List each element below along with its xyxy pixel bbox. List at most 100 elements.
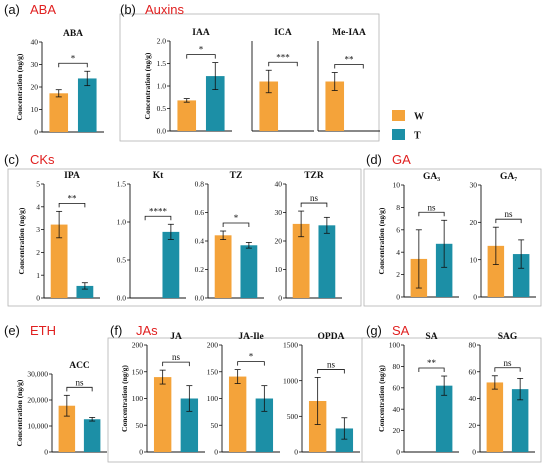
bar-W [259,81,279,131]
y-tick-label: 1 [36,271,40,280]
chart-title: GA₇ [500,172,517,182]
y-axis-label: Concentration (ng/g) [377,365,386,432]
y-tick-label: 6 [396,225,400,234]
y-tick-label: 10 [470,255,478,264]
significance-bracket [300,202,328,208]
chart-title: TZ [230,171,243,181]
bar-W [49,93,69,132]
chart-ipa: IPA 0 1 2 3 4 5 Concentration (ng/g) ** [17,171,100,303]
significance-label: ns [327,359,336,369]
y-tick-label: 0.6 [195,208,205,217]
significance-label: ** [427,358,437,368]
bar-W [153,377,172,452]
y-tick-label: 200 [207,341,219,350]
y-tick-label: 0 [473,293,477,302]
chart-iaa: IAA 0.0 0.5 1.0 1.5 2.0 Concentration (ng/g) * [143,28,232,136]
y-tick-label: 0 [396,448,400,457]
chart-title: TZR [304,171,324,181]
significance-bracket [58,62,88,68]
y-tick-label: 1.5 [117,180,127,189]
significance-label: ns [172,352,181,362]
significance-label: ns [503,358,512,368]
significance-label: ns [75,377,84,387]
significance-bracket [186,54,216,59]
legend-label-W: W [414,112,424,123]
y-tick-label: 60 [393,383,401,392]
bar-W [292,223,310,298]
y-tick-label: 0.0 [157,127,167,136]
panel-label-f: (f) [110,323,122,338]
y-tick-label: 40 [393,405,401,414]
y-tick-label: 0 [472,448,476,457]
chart-me-iaa: Me-IAA ** [317,28,380,132]
y-tick-label: 30 [275,208,283,217]
significance-bracket [144,215,172,221]
y-tick-label: 40 [31,38,39,47]
bar-W [487,245,505,297]
y-tick-label: 0.4 [195,237,205,246]
panel-label-g: (g) [366,323,382,338]
bar-T [162,231,180,298]
bar-W [228,376,247,452]
chart-title: ABA [63,29,83,39]
y-tick-label: 80 [393,362,401,371]
y-tick-label: 30 [470,181,478,190]
significance-bracket [495,218,522,224]
chart-title: Kt [153,171,164,181]
panel-label-e: (e) [4,323,20,338]
chart-title: ICA [274,28,292,38]
bar-T [435,243,453,297]
significance-bracket [418,211,445,217]
legend-swatch-W [392,110,405,121]
chart-title: GA₃ [423,172,440,182]
y-tick-label: 500 [287,412,299,421]
legend-label-T: T [414,131,421,142]
y-tick-label: 4 [36,202,40,211]
significance-bracket [334,64,364,69]
y-axis-label: Concentration (ng/g) [377,207,386,274]
y-tick-label: 5 [36,180,40,189]
chart-title: ACC [69,361,90,371]
bar-T [83,419,101,452]
y-tick-label: 0 [396,293,400,302]
y-tick-label: 1.0 [117,218,127,227]
chart-title: IPA [64,171,80,181]
y-tick-label: 10 [393,181,401,190]
chart-ga-: GA₃ 0 2 4 6 8 10 Concentration (ng/g) ns [377,172,459,302]
y-tick-label: 200 [132,341,144,350]
significance-bracket [162,361,190,367]
y-tick-label: 30,000 [27,370,48,379]
y-tick-label: 0.2 [195,265,205,274]
bar-W [50,224,68,298]
y-tick-label: 40 [469,394,477,403]
y-tick-label: 3 [36,225,40,234]
significance-bracket [222,222,250,228]
y-tick-label: 8 [396,203,400,212]
panel-label-b: (b) [120,2,136,17]
significance-label: ** [345,55,355,65]
panel-label-d: (d) [366,152,382,167]
chart-title: Me-IAA [332,28,366,38]
legend: WT [392,110,424,142]
panel-labels: (a) ABA (b) Auxins (c) CKs (d) GA (e) ETH (f) JAs (g… [4,2,411,338]
y-tick-label: 20 [275,237,283,246]
y-tick-label: 60 [469,367,477,376]
significance-label: * [71,53,76,63]
y-tick-label: 0 [278,294,282,303]
bar-T [76,285,94,298]
panel-title-e: ETH [30,323,56,338]
bar-T [435,385,453,452]
y-tick-label: 0.0 [117,294,127,303]
y-axis-label: Concentration (ng/g) [17,207,26,274]
y-tick-label: 0 [34,128,38,137]
bar-T [205,76,225,131]
bar-T [255,398,274,452]
y-axis-label: Concentration (ng/g) [15,53,24,120]
bar-T [335,428,354,452]
y-tick-label: 10 [31,105,39,114]
y-axis-label: Concentration (ng/g) [143,52,152,119]
significance-bracket [58,202,86,208]
significance-label: ** [68,193,78,203]
chart-title: SA [425,332,437,342]
